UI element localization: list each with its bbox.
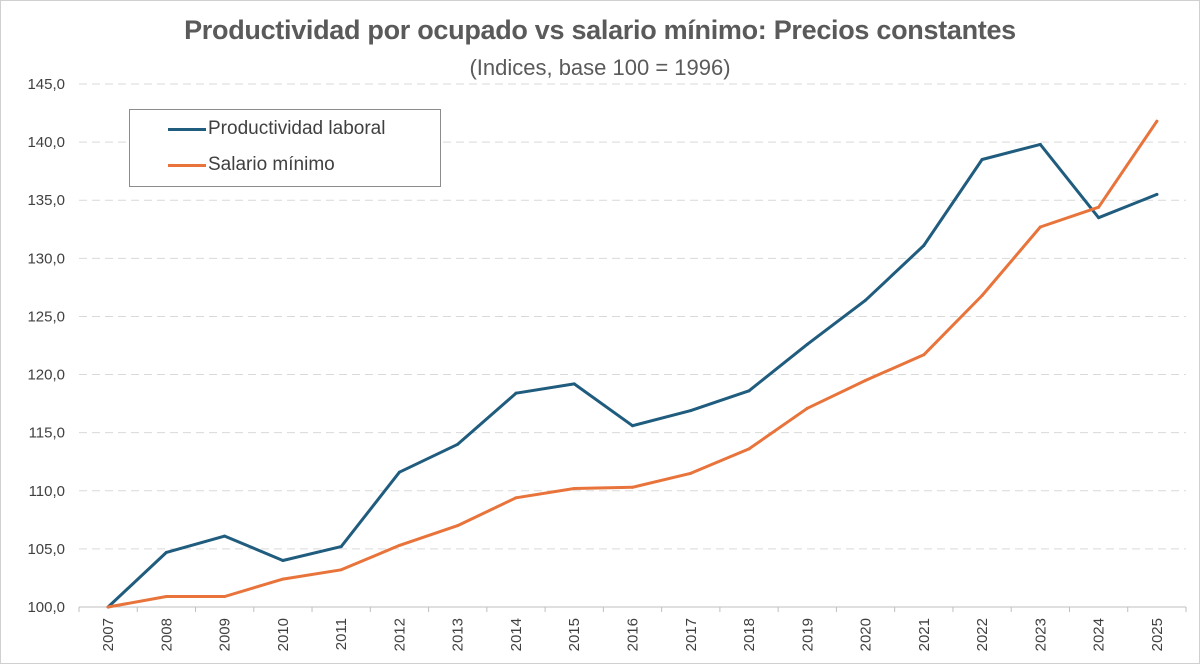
data-point <box>281 577 285 581</box>
data-point <box>631 424 634 428</box>
data-point <box>864 298 868 302</box>
data-point <box>339 545 343 549</box>
data-point <box>1097 205 1101 209</box>
data-point <box>572 382 576 386</box>
x-tick-label: 2017 <box>683 618 700 651</box>
data-point <box>339 568 343 572</box>
y-tick-label: 125,0 <box>27 308 65 325</box>
data-point <box>864 378 868 382</box>
data-point <box>106 605 110 609</box>
data-point <box>1155 119 1159 123</box>
data-point <box>223 534 227 538</box>
legend-item-salario: Salario mínimo <box>168 152 335 178</box>
y-tick-label: 115,0 <box>29 425 65 442</box>
data-point <box>747 389 751 393</box>
x-tick-label: 2015 <box>566 618 583 651</box>
x-tick-label: 2010 <box>275 618 292 651</box>
y-tick-label: 110,0 <box>29 483 65 500</box>
data-point <box>805 406 809 410</box>
data-point <box>631 485 634 489</box>
x-tick-label: 2008 <box>158 618 175 651</box>
x-tick-label: 2018 <box>741 618 758 651</box>
data-point <box>1097 216 1101 220</box>
legend-label-salario: Salario mínimo <box>208 154 335 175</box>
data-point <box>747 447 751 451</box>
legend-item-productividad: Productividad laboral <box>168 116 385 142</box>
y-tick-label: 130,0 <box>27 250 65 267</box>
data-point <box>281 559 285 563</box>
series-lines <box>106 119 1159 609</box>
y-tick-label: 140,0 <box>27 134 65 151</box>
x-tick-label: 2013 <box>450 618 467 651</box>
data-point <box>397 543 401 547</box>
data-point <box>922 244 926 248</box>
data-point <box>223 595 227 599</box>
x-tick-label: 2019 <box>799 618 816 651</box>
series-line-salario <box>106 119 1159 609</box>
chart-subtitle: (Indices, base 100 = 1996) <box>469 55 731 80</box>
y-tick-label: 135,0 <box>27 192 65 209</box>
x-tick-label: 2023 <box>1032 618 1049 651</box>
tick-labels: 100,0 105,0 110,0 115,0 120,0 125,0 130,0 135,0… <box>27 76 1165 651</box>
x-tick-label: 2007 <box>100 618 117 651</box>
chart-title: Productividad por ocupado vs salario mín… <box>184 15 1016 45</box>
x-tick-label: 2022 <box>974 618 991 651</box>
legend-swatch-salario <box>168 163 206 167</box>
legend: Productividad laboral Salario mínimo <box>129 109 441 187</box>
data-point <box>1038 142 1042 146</box>
legend-swatch-productividad <box>168 127 206 131</box>
x-tick-label: 2020 <box>858 618 875 651</box>
data-point <box>164 595 168 599</box>
data-point <box>456 442 460 446</box>
data-point <box>689 409 693 413</box>
series-line-productividad <box>106 142 1159 609</box>
data-point <box>1155 192 1159 196</box>
x-tick-label: 2024 <box>1091 618 1108 651</box>
data-point <box>689 471 693 475</box>
x-tick-label: 2009 <box>217 618 234 651</box>
data-point <box>514 391 518 395</box>
x-tick-label: 2012 <box>391 618 408 651</box>
legend-label-productividad: Productividad laboral <box>208 118 386 139</box>
y-tick-label: 145,0 <box>27 76 65 93</box>
data-point <box>980 158 984 162</box>
data-point <box>1038 225 1042 229</box>
y-tick-label: 100,0 <box>27 599 65 616</box>
y-tick-label: 105,0 <box>27 541 65 558</box>
x-tick-label: 2025 <box>1149 618 1166 651</box>
x-tick-label: 2016 <box>625 618 642 651</box>
x-tick-label: 2021 <box>916 618 933 651</box>
x-tick-label: 2011 <box>333 618 350 650</box>
data-point <box>980 294 984 298</box>
data-point <box>397 470 401 474</box>
y-tick-label: 120,0 <box>27 367 65 384</box>
data-point <box>514 496 518 500</box>
x-tick-label: 2014 <box>508 618 525 651</box>
data-point <box>922 353 926 357</box>
gridlines <box>79 83 1186 550</box>
data-point <box>164 550 168 554</box>
axes <box>78 606 1187 612</box>
data-point <box>456 524 460 528</box>
data-point <box>805 342 809 346</box>
data-point <box>572 486 576 490</box>
